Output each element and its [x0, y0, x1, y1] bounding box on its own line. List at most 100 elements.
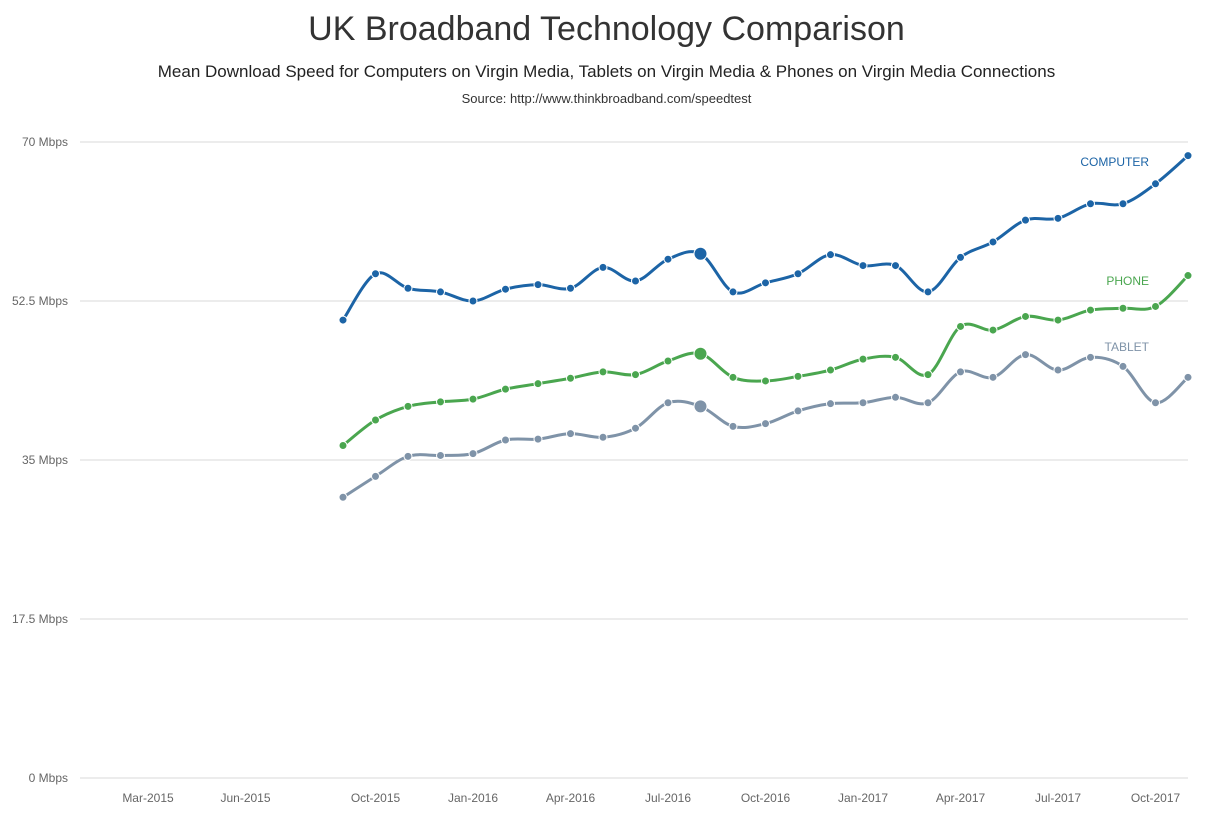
data-point-tablet [956, 367, 965, 377]
data-point-tablet [468, 449, 478, 459]
data-point-computer [1086, 199, 1095, 209]
data-point-phone [501, 384, 510, 394]
data-point-phone [793, 371, 803, 381]
data-point-phone [1183, 271, 1193, 281]
y-tick-label: 0 Mbps [29, 771, 68, 785]
data-point-phone [728, 372, 738, 382]
y-tick-label: 17.5 Mbps [12, 612, 68, 626]
data-point-phone [1021, 311, 1030, 321]
data-point-tablet [891, 392, 900, 402]
data-point-tablet [693, 399, 708, 414]
data-point-computer [1118, 199, 1128, 209]
x-tick-label: Jul-2016 [645, 791, 691, 805]
data-point-phone [891, 352, 900, 362]
data-point-phone [761, 376, 770, 386]
data-point-tablet [1086, 352, 1095, 362]
data-point-computer [693, 246, 708, 261]
data-point-phone [468, 394, 478, 404]
chart-subtitle: Mean Download Speed for Computers on Vir… [157, 62, 1056, 81]
x-tick-label: Mar-2015 [122, 791, 174, 805]
data-point-computer [631, 276, 640, 286]
x-tick-label: Jul-2017 [1035, 791, 1081, 805]
data-point-tablet [761, 419, 770, 429]
data-point-tablet [338, 492, 348, 502]
data-point-computer [338, 315, 348, 325]
data-point-phone [923, 370, 933, 380]
chart-title: UK Broadband Technology Comparison [308, 10, 905, 48]
data-point-phone [826, 365, 835, 375]
data-point-computer [1053, 213, 1063, 223]
data-point-computer [403, 283, 413, 293]
data-point-computer [598, 262, 608, 272]
data-point-phone [1118, 303, 1128, 313]
data-point-tablet [371, 471, 380, 481]
data-point-tablet [598, 432, 608, 442]
data-point-tablet [501, 435, 510, 445]
data-point-tablet [793, 406, 803, 416]
data-point-computer [956, 252, 965, 262]
data-point-tablet [1151, 398, 1160, 408]
data-point-computer [436, 287, 445, 297]
data-point-phone [1151, 301, 1160, 311]
data-point-tablet [533, 434, 543, 444]
data-point-tablet [923, 398, 933, 408]
data-point-phone [566, 373, 575, 383]
data-point-computer [728, 287, 738, 297]
series-label-phone: PHONE [1106, 274, 1149, 288]
data-point-computer [793, 269, 803, 279]
data-point-phone [403, 401, 413, 411]
data-point-phone [1086, 305, 1095, 315]
data-point-tablet [826, 399, 835, 409]
data-point-tablet [988, 372, 998, 382]
data-point-phone [956, 321, 965, 331]
data-point-phone [436, 397, 445, 407]
data-point-phone [598, 367, 608, 377]
data-point-computer [468, 296, 478, 306]
data-point-phone [693, 346, 708, 361]
data-point-computer [371, 269, 380, 279]
x-tick-label: Oct-2016 [741, 791, 791, 805]
data-point-tablet [1183, 372, 1193, 382]
data-point-phone [631, 370, 640, 380]
data-point-computer [663, 254, 673, 264]
data-point-phone [988, 325, 998, 335]
data-point-computer [858, 261, 868, 271]
data-point-tablet [403, 451, 413, 461]
data-point-phone [533, 379, 543, 389]
x-tick-label: Jan-2017 [838, 791, 888, 805]
data-point-phone [338, 440, 348, 450]
data-point-tablet [663, 398, 673, 408]
data-point-phone [858, 354, 868, 364]
data-point-computer [923, 287, 933, 297]
data-point-computer [988, 237, 998, 247]
y-tick-label: 52.5 Mbps [12, 294, 68, 308]
data-point-computer [761, 278, 770, 288]
data-point-tablet [858, 398, 868, 408]
data-point-computer [533, 280, 543, 290]
series-label-tablet: TABLET [1105, 340, 1150, 354]
data-point-computer [826, 250, 835, 260]
y-tick-label: 35 Mbps [22, 453, 68, 467]
data-point-tablet [436, 450, 445, 460]
data-point-tablet [728, 421, 738, 431]
x-tick-label: Oct-2015 [351, 791, 401, 805]
series-line-computer [341, 154, 1189, 321]
data-point-tablet [1118, 361, 1128, 371]
data-point-phone [663, 356, 673, 366]
data-point-tablet [566, 429, 575, 439]
data-point-phone [1053, 315, 1063, 325]
data-point-tablet [631, 423, 640, 433]
data-point-phone [371, 415, 380, 425]
data-point-computer [566, 283, 575, 293]
data-point-computer [891, 261, 900, 271]
x-tick-label: Oct-2017 [1131, 791, 1181, 805]
x-tick-label: Jun-2015 [220, 791, 270, 805]
x-tick-label: Apr-2017 [936, 791, 986, 805]
x-tick-label: Jan-2016 [448, 791, 498, 805]
data-point-computer [501, 284, 510, 294]
series-label-computer: COMPUTER [1080, 155, 1149, 169]
data-point-tablet [1053, 365, 1063, 375]
data-point-tablet [1021, 350, 1030, 360]
